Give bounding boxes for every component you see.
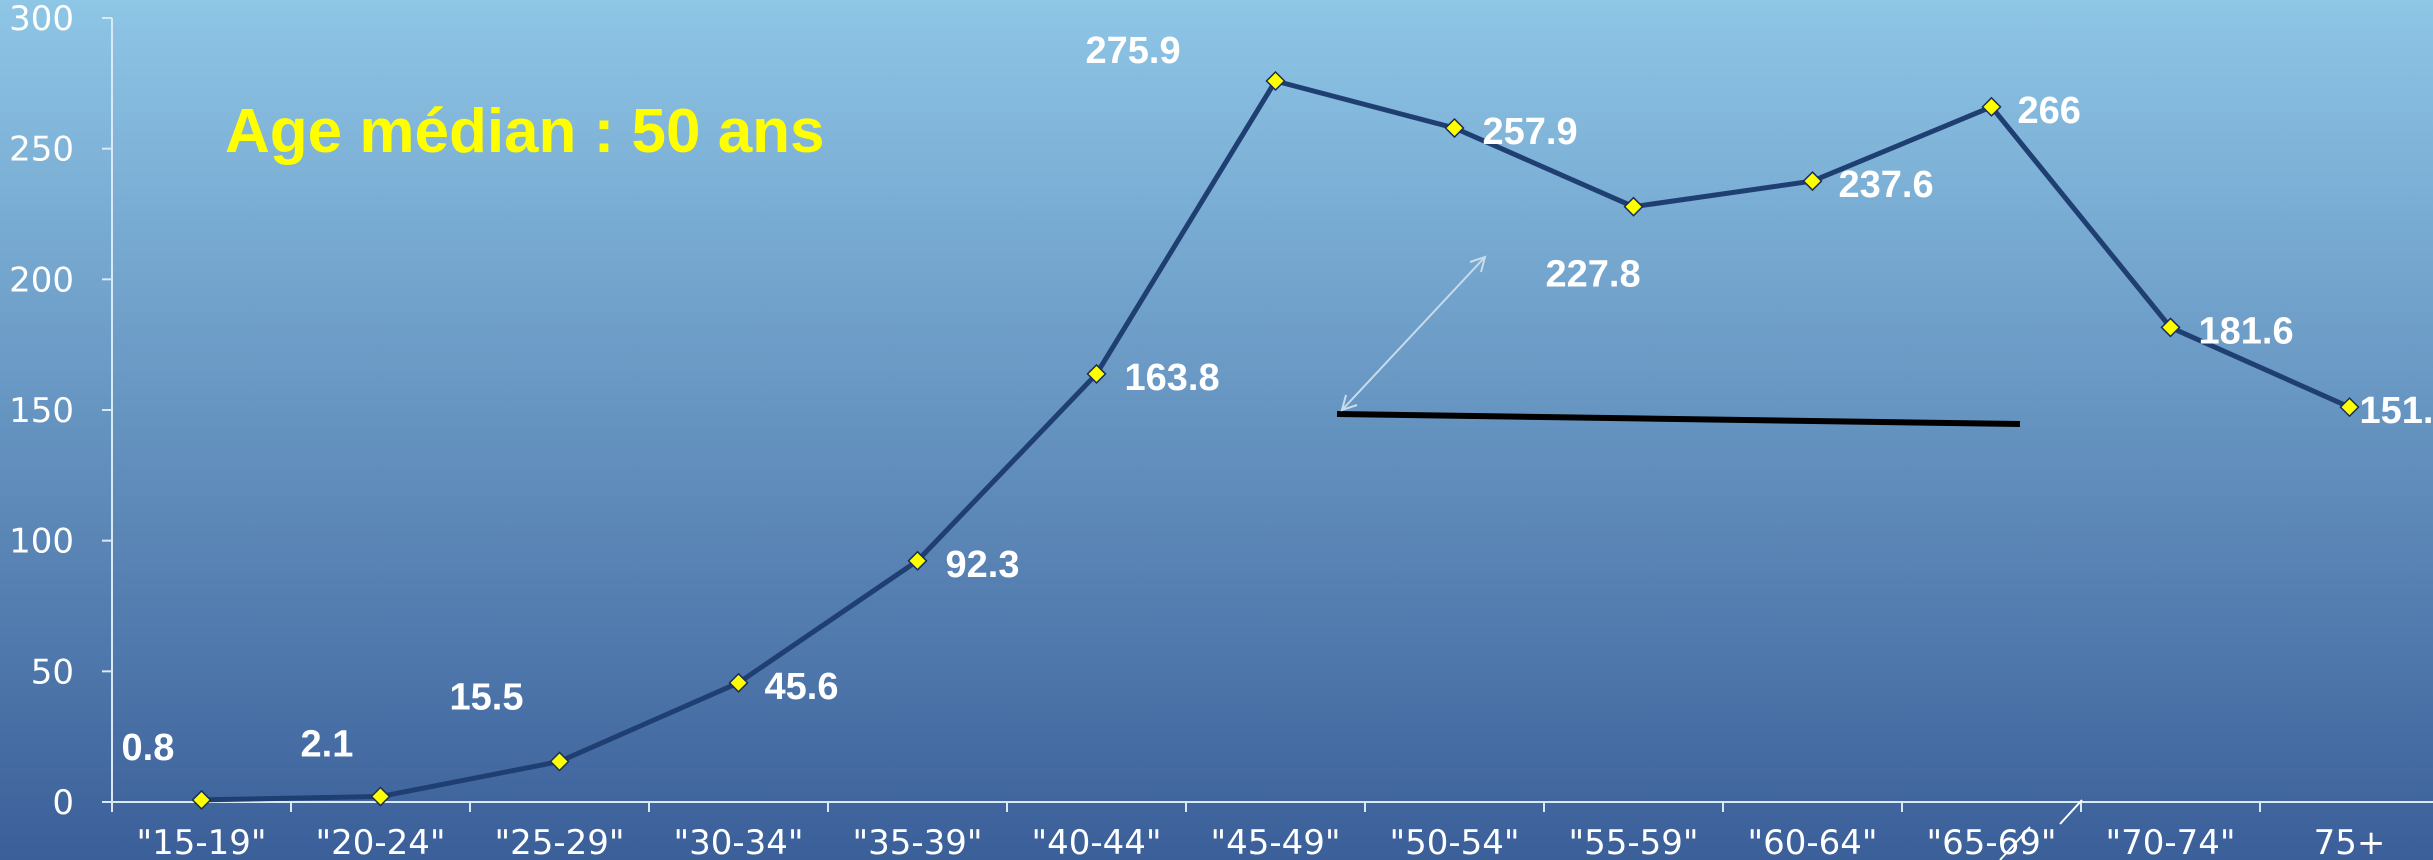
data-point-marker: [2339, 397, 2360, 418]
axis-break-mark: [2059, 799, 2083, 825]
data-label: 0.8: [122, 727, 175, 769]
data-point-marker: [1981, 96, 2002, 117]
x-tick-label: "40-44": [1031, 823, 1161, 860]
reference-line: [1336, 411, 2021, 427]
data-label: 15.5: [450, 676, 524, 718]
x-tick-label: "15-19": [136, 823, 266, 860]
y-tick-label: 250: [9, 130, 74, 170]
data-point-marker: [1802, 171, 1823, 192]
data-labels: 0.8 2.1 15.5 45.6 92.3 163.8 275.9 257.9 227.8 23…: [122, 30, 2433, 769]
data-label: 92.3: [946, 544, 1020, 586]
data-point-marker: [191, 789, 212, 810]
x-tick-label: "70-74": [2105, 823, 2235, 860]
data-point-marker: [370, 786, 391, 807]
x-tick-label: "55-59": [1568, 823, 1698, 860]
data-label: 151.1: [2360, 390, 2433, 432]
data-point-marker: [907, 550, 928, 571]
data-label: 227.8: [1546, 254, 1641, 296]
data-point-marker: [1086, 363, 1107, 384]
axes: 0 50 100 150 200 250 300 "15-19" "20-24" "25-29" "…: [9, 0, 2433, 860]
x-tick-label: "65-69": [1926, 823, 2056, 860]
x-tick-label: "45-49": [1210, 823, 1340, 860]
arrow-head-top: [1469, 255, 1487, 273]
data-label: 45.6: [765, 666, 839, 708]
y-tick-label: 150: [9, 391, 74, 431]
y-tick-label: 0: [52, 783, 74, 823]
x-tick-label: "20-24": [315, 823, 445, 860]
data-point-marker: [1623, 196, 1644, 217]
y-tick-label: 100: [9, 522, 74, 562]
y-tick-label: 50: [31, 652, 74, 692]
x-tick-label: "35-39": [852, 823, 982, 860]
y-tick-label: 300: [9, 0, 74, 39]
double-arrow: [1341, 256, 1486, 411]
data-point-marker: [728, 672, 749, 693]
data-point-marker: [2160, 317, 2181, 338]
series: [191, 70, 2360, 810]
x-tick-label: "30-34": [673, 823, 803, 860]
data-point-marker: [1265, 70, 1286, 92]
data-label: 163.8: [1125, 357, 1220, 399]
data-label: 181.6: [2199, 310, 2294, 352]
data-label: 275.9: [1086, 30, 1181, 72]
arrow-head-bottom: [1340, 394, 1358, 412]
y-tick-label: 200: [9, 260, 74, 300]
x-tick-label: 75+: [2314, 823, 2386, 860]
data-label: 237.6: [1839, 164, 1934, 206]
data-label: 2.1: [301, 724, 354, 766]
median-age-annotation: Age médian : 50 ans: [225, 97, 825, 166]
x-tick-label: "25-29": [494, 823, 624, 860]
decorations: [1336, 255, 2083, 860]
x-tick-label: "60-64": [1747, 823, 1877, 860]
data-point-marker: [549, 751, 570, 772]
x-tick-label: "50-54": [1389, 823, 1519, 860]
data-label: 266: [2018, 90, 2081, 132]
data-label: 257.9: [1483, 111, 1578, 153]
data-point-marker: [1444, 117, 1465, 139]
axis-break-mark: [1999, 826, 2031, 860]
